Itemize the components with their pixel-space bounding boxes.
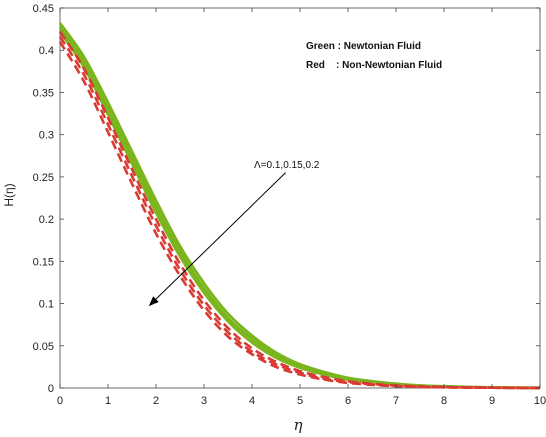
series-line-green-2 (58, 26, 541, 390)
x-tick-label: 10 (534, 395, 546, 407)
x-tick-label: 1 (105, 395, 111, 407)
series-layer (58, 22, 541, 390)
y-tick-label: 0.1 (39, 299, 54, 311)
y-tick-label: 0.05 (33, 341, 54, 353)
legend-entry-red: Red : Non-Newtonian Fluid (306, 60, 442, 71)
plot-area (59, 7, 541, 389)
x-tick-label: 3 (201, 395, 207, 407)
y-tick-label: 0.35 (33, 87, 54, 99)
legend-entry-green: Green : Newtonian Fluid (306, 41, 421, 52)
series-line-green-1 (58, 22, 541, 390)
legend: Green : Newtonian Fluid Red : Non-Newton… (306, 41, 442, 71)
annotation-arrow (155, 172, 286, 300)
x-tick-label: 5 (297, 395, 303, 407)
x-tick-label: 0 (57, 395, 63, 407)
y-tick-label: 0.15 (33, 256, 54, 268)
y-tick-label: 0.4 (39, 45, 54, 57)
y-tick-label: 0.45 (33, 3, 54, 15)
x-tick-label: 7 (393, 395, 399, 407)
series-line-green-3 (58, 30, 541, 390)
y-tick-label: 0.3 (39, 130, 54, 142)
y-tick-label: 0.2 (39, 214, 54, 226)
x-axis-label: η (294, 416, 303, 434)
y-axis-label: H(η) (2, 183, 16, 206)
x-tick-label: 6 (345, 395, 351, 407)
x-tick-label: 9 (489, 395, 495, 407)
series-line-red-1 (58, 30, 541, 390)
plot-frame (59, 7, 541, 389)
x-ticks: 0 1 2 3 4 5 6 7 8 9 10 (57, 8, 546, 407)
annotation: Λ=0.1,0.15,0.2 (148, 160, 320, 307)
y-tick-label: 0.25 (33, 172, 54, 184)
y-ticks: 0 0.05 0.1 0.15 0.2 0.25 0.3 0.35 0.4 0.45 (33, 3, 540, 395)
series-line-red-2 (58, 36, 541, 390)
series-line-red-3 (58, 41, 541, 390)
annotation-text: Λ=0.1,0.15,0.2 (254, 160, 320, 171)
x-tick-label: 2 (153, 395, 159, 407)
x-tick-label: 8 (441, 395, 447, 407)
annotation-arrowhead (148, 296, 159, 307)
x-tick-label: 4 (249, 395, 255, 407)
y-tick-label: 0 (48, 383, 54, 395)
